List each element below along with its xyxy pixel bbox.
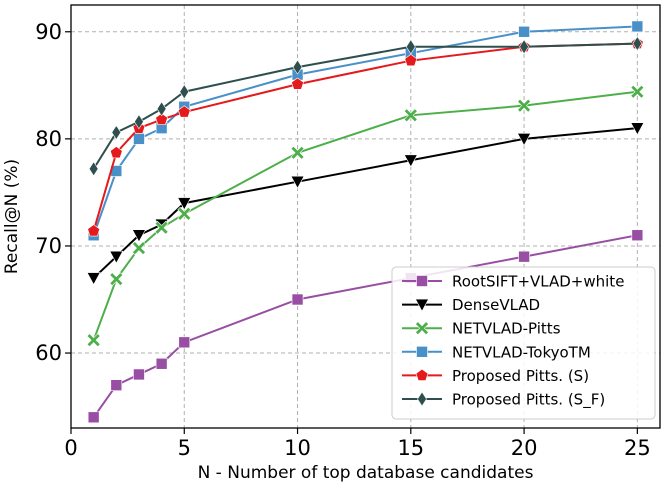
data-point bbox=[291, 293, 304, 306]
legend-item: NETVLAD-TokyoTM bbox=[402, 343, 591, 361]
data-point bbox=[404, 54, 418, 67]
plot-frame bbox=[70, 4, 661, 429]
data-point bbox=[290, 145, 305, 160]
legend-item: DenseVLAD bbox=[402, 296, 540, 314]
data-point bbox=[133, 368, 145, 381]
series-4 bbox=[87, 36, 644, 237]
data-point bbox=[177, 197, 192, 211]
data-point bbox=[631, 20, 644, 33]
data-point bbox=[518, 25, 530, 38]
series-5 bbox=[88, 35, 643, 177]
data-point bbox=[177, 105, 191, 118]
legend-box bbox=[391, 266, 656, 420]
y-axis-label: Recall@N (%) bbox=[2, 159, 22, 274]
legend-item: Proposed Pitts. (S_F) bbox=[402, 391, 605, 410]
series-line bbox=[92, 42, 638, 232]
legend-label: DenseVLAD bbox=[452, 296, 540, 314]
data-point bbox=[154, 220, 169, 235]
legend-label: Proposed Pitts. (S_F) bbox=[452, 391, 605, 410]
data-point bbox=[292, 59, 303, 75]
data-point bbox=[86, 333, 101, 348]
y-tick-label: 70 bbox=[35, 234, 62, 258]
x-tick-label: 15 bbox=[397, 436, 424, 460]
data-point bbox=[403, 108, 418, 123]
y-tick-label: 80 bbox=[35, 127, 62, 151]
data-point bbox=[132, 241, 146, 256]
data-point bbox=[86, 272, 101, 286]
data-point bbox=[131, 229, 146, 243]
legend-label: RootSIFT+VLAD+white bbox=[452, 273, 624, 291]
series-line bbox=[92, 127, 638, 279]
legend-item: RootSIFT+VLAD+white bbox=[402, 273, 624, 291]
x-tick-label: 25 bbox=[624, 436, 651, 460]
data-point bbox=[518, 250, 530, 263]
data-point bbox=[519, 39, 529, 55]
legend-marker bbox=[416, 345, 428, 358]
legend-label: NETVLAD-Pitts bbox=[452, 320, 561, 338]
data-point bbox=[88, 161, 99, 177]
data-point bbox=[109, 272, 124, 287]
y-tick-label: 60 bbox=[35, 341, 62, 365]
data-point bbox=[632, 35, 643, 52]
series-2 bbox=[86, 84, 645, 348]
data-point bbox=[179, 84, 190, 100]
data-point bbox=[133, 133, 145, 145]
x-tick-label: 0 bbox=[64, 436, 77, 460]
data-point bbox=[111, 124, 122, 140]
data-point bbox=[110, 379, 123, 391]
data-point bbox=[403, 154, 418, 168]
data-point bbox=[178, 336, 191, 349]
legend-item: Proposed Pitts. (S) bbox=[402, 367, 589, 385]
data-point bbox=[134, 114, 144, 130]
legend-marker bbox=[415, 321, 429, 336]
data-point bbox=[177, 206, 192, 221]
data-point bbox=[155, 112, 168, 125]
x-tick-label: 20 bbox=[511, 436, 538, 460]
legend-label: NETVLAD-TokyoTM bbox=[452, 343, 591, 361]
x-tick-label: 10 bbox=[284, 436, 311, 460]
data-point bbox=[155, 357, 168, 370]
legend-marker bbox=[414, 298, 430, 312]
data-point bbox=[156, 101, 167, 117]
data-point bbox=[87, 224, 100, 237]
data-point bbox=[517, 133, 532, 146]
legend-marker bbox=[417, 391, 427, 407]
series-1 bbox=[86, 122, 645, 286]
data-point bbox=[405, 39, 416, 55]
y-tick-label: 90 bbox=[35, 20, 62, 44]
data-point bbox=[517, 98, 532, 113]
data-point bbox=[630, 122, 645, 136]
data-point bbox=[87, 411, 100, 424]
data-point bbox=[291, 77, 304, 90]
legend-marker bbox=[416, 275, 428, 287]
data-point bbox=[290, 175, 305, 189]
data-point bbox=[631, 229, 644, 242]
legend-marker bbox=[415, 368, 429, 381]
series-layer bbox=[86, 20, 645, 424]
legend-item: NETVLAD-Pitts bbox=[402, 320, 561, 338]
x-axis-label: N - Number of top database candidates bbox=[198, 463, 534, 483]
data-point bbox=[630, 84, 645, 99]
x-tick-label: 5 bbox=[178, 436, 191, 460]
data-point bbox=[109, 146, 123, 159]
legend: RootSIFT+VLAD+white DenseVLAD NETVLAD-Pitt… bbox=[391, 266, 656, 420]
legend-label: Proposed Pitts. (S) bbox=[452, 367, 589, 385]
ticks-layer: 0 5 10 15 20 25 60 70 80 90 bbox=[35, 20, 650, 460]
data-point bbox=[109, 250, 124, 264]
